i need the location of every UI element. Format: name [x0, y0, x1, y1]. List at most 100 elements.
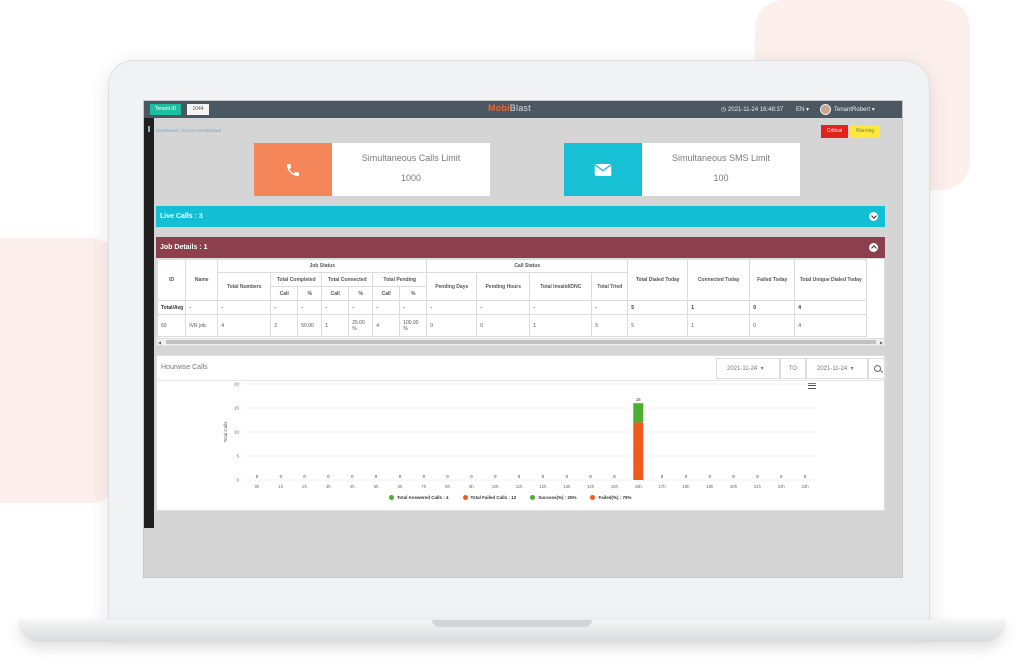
x-tick-label: 15h: [611, 484, 619, 489]
x-tick-label: 4h: [350, 484, 355, 489]
scrollbar-thumb[interactable]: [166, 340, 876, 344]
bar-segment: [633, 403, 644, 423]
col-completed-pct[interactable]: %: [297, 286, 323, 301]
critical-alert-badge[interactable]: Critical: [821, 125, 848, 138]
bar-data-label: 0: [446, 474, 449, 479]
table-cell: 5: [627, 300, 689, 315]
panel-divider: [157, 380, 884, 381]
col-connected-call[interactable]: Call: [321, 286, 350, 301]
x-tick-label: 12h: [539, 484, 547, 489]
live-calls-label: Live Calls : 3: [160, 213, 203, 220]
left-sidebar[interactable]: [144, 118, 154, 528]
breadcrumb[interactable]: Dashboard / Account Dashboard: [156, 128, 222, 133]
language-selector[interactable]: EN ▾: [796, 107, 810, 113]
calls-limit-icon-box: [254, 143, 332, 196]
table-cell: 5: [591, 314, 629, 337]
bar-data-label: 0: [327, 474, 330, 479]
calls-limit-card: Simultaneous Calls Limit 1000: [254, 143, 490, 196]
language-text: EN: [796, 107, 805, 113]
search-icon[interactable]: [868, 358, 886, 379]
sidebar-toggle-icon[interactable]: [148, 126, 150, 132]
bar-data-label: 0: [589, 474, 592, 479]
sms-limit-icon-box: [564, 143, 642, 196]
table-cell: 5: [627, 314, 689, 337]
col-total-tried[interactable]: Total Tried: [591, 272, 629, 301]
col-id[interactable]: ID: [157, 259, 187, 301]
avatar[interactable]: [820, 104, 831, 115]
table-row[interactable]: 60 IVR job 4 2 50.00 1 25.00 % 4 100.00 …: [157, 314, 868, 337]
legend-label: Total Answered Calls : 4: [397, 495, 449, 500]
x-tick-label: 7h: [421, 484, 426, 489]
scroll-left-icon[interactable]: ◀: [158, 340, 162, 345]
live-calls-bar[interactable]: Live Calls : 3: [156, 206, 885, 227]
clock-readout: ◷ 2021-11-24 16:48:37: [721, 107, 784, 113]
legend-item[interactable]: Total Answered Calls : 4: [389, 495, 449, 500]
scroll-right-icon[interactable]: ▶: [879, 340, 883, 345]
table-cell[interactable]: IVR job: [185, 314, 219, 337]
col-name[interactable]: Name: [185, 259, 219, 301]
table-cell: 25.00 %: [348, 314, 374, 337]
user-menu[interactable]: TenantRobert ▾: [834, 107, 875, 113]
chevron-up-icon[interactable]: [869, 243, 878, 252]
bar-data-label: 0: [566, 474, 569, 479]
col-pending-call[interactable]: Call: [372, 286, 401, 301]
table-cell: Total/Avg: [157, 300, 187, 315]
horizontal-scrollbar[interactable]: ◀ ▶: [157, 338, 884, 345]
laptop-base: [18, 620, 1006, 642]
table-cell: -: [348, 300, 374, 315]
col-total-numbers[interactable]: Total Numbers: [217, 272, 272, 301]
col-unique-dialed-today[interactable]: Total Unique Dialed Today: [794, 259, 868, 301]
dashboard-screen: Tenant ID 1044 MobiBlast ◷ 2021-11-24 16…: [143, 100, 903, 578]
x-tick-label: 18h: [682, 484, 690, 489]
col-pending-hours[interactable]: Pending Hours: [476, 272, 531, 301]
warning-alert-badge[interactable]: Warning: [850, 125, 880, 138]
legend-swatch: [462, 495, 468, 500]
from-date-select[interactable]: 2021-11-24 ▾: [716, 358, 780, 379]
col-completed-call[interactable]: Call: [270, 286, 299, 301]
table-cell: -: [372, 300, 401, 315]
col-dialed-today[interactable]: Total Dialed Today: [627, 259, 689, 301]
col-failed-today[interactable]: Failed Today: [749, 259, 796, 301]
table-cell: -: [217, 300, 272, 315]
col-total-invalid[interactable]: Total Invalid/DNC: [529, 272, 593, 301]
bar-data-label: 0: [470, 474, 473, 479]
table-cell: 0: [749, 300, 796, 315]
bar-data-label: 0: [732, 474, 735, 479]
envelope-icon: [594, 163, 612, 176]
chart-legend: Total Answered Calls : 4 Total Failed Cal…: [389, 495, 632, 500]
job-details-table-wrap: ID Name Job Status Call Status Total Dia…: [156, 258, 885, 346]
to-date-select[interactable]: 2021-11-24 ▾: [806, 358, 868, 379]
laptop-notch: [432, 620, 592, 627]
legend-item[interactable]: Success(%) : 25%: [530, 495, 576, 500]
x-tick-label: 0h: [255, 484, 260, 489]
chart-menu-icon[interactable]: [808, 383, 816, 389]
col-connected-today[interactable]: Connected Today: [687, 259, 751, 301]
calls-limit-title: Simultaneous Calls Limit: [361, 153, 461, 163]
table-cell: -: [297, 300, 323, 315]
col-total-completed: Total Completed: [270, 272, 323, 287]
sms-limit-value: 100: [713, 173, 729, 183]
job-details-bar[interactable]: Job Details : 1: [156, 237, 885, 258]
chevron-down-icon[interactable]: [869, 212, 878, 221]
table-cell: -: [426, 300, 478, 315]
from-date-value: 2021-11-24: [727, 366, 758, 372]
col-pending-pct[interactable]: %: [399, 286, 428, 301]
bar-data-label: 0: [423, 474, 426, 479]
bar-data-label: 0: [756, 474, 759, 479]
legend-item[interactable]: Failed(%) : 75%: [590, 495, 632, 500]
x-tick-label: 23h: [802, 484, 810, 489]
group-call-status: Call Status: [426, 259, 629, 273]
table-cell: -: [321, 300, 350, 315]
legend-item[interactable]: Total Failed Calls : 12: [462, 495, 517, 500]
job-details-table: ID Name Job Status Call Status Total Dia…: [157, 259, 868, 337]
legend-label: Total Failed Calls : 12: [470, 495, 517, 500]
app-logo[interactable]: MobiBlast: [488, 103, 531, 113]
y-tick-label: 20: [234, 382, 240, 387]
bar-data-label: 0: [256, 474, 259, 479]
y-tick-label: 0: [236, 478, 239, 483]
bar-data-label: 0: [375, 474, 378, 479]
x-tick-label: 5h: [374, 484, 379, 489]
col-connected-pct[interactable]: %: [348, 286, 374, 301]
col-pending-days[interactable]: Pending Days: [426, 272, 478, 301]
group-job-status: Job Status: [217, 259, 428, 273]
